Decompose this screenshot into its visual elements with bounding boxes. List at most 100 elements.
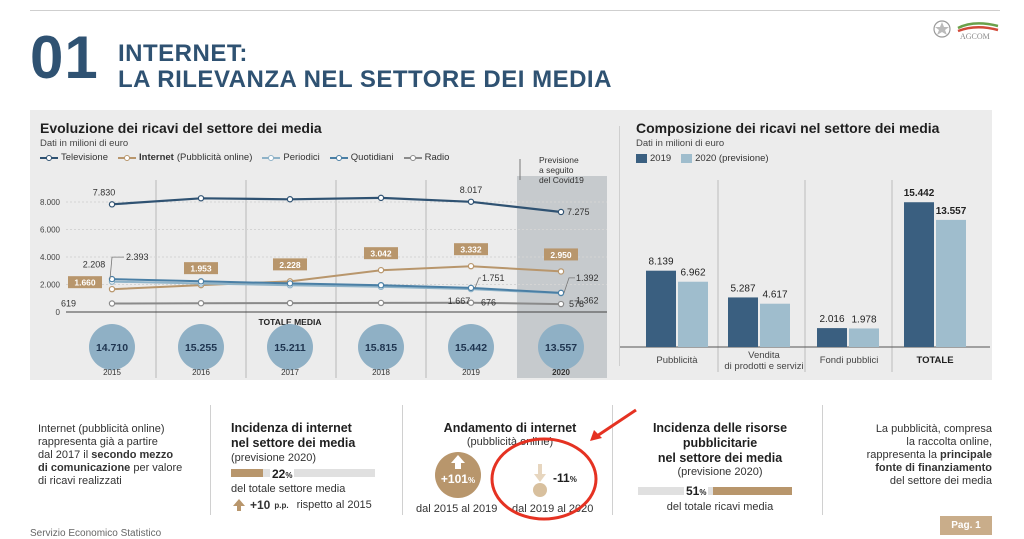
- value-label: 1.667: [448, 296, 471, 306]
- left-chart-legend: Televisione Internet (Pubblicità online)…: [40, 152, 449, 163]
- total-bubble: [267, 324, 313, 370]
- text-span: dal 2017 il: [38, 449, 92, 461]
- legend-label: Radio: [424, 152, 450, 163]
- ads-share-desc: del totale ricavi media: [666, 501, 774, 513]
- bottom-divider: [402, 405, 403, 515]
- leader-line: [563, 277, 575, 293]
- data-point: [467, 299, 475, 306]
- pct-number: 51: [686, 484, 700, 498]
- bar-value-label: 8.139: [648, 257, 673, 268]
- text-span: rappresenta la: [866, 449, 941, 461]
- total-value: 15.255: [185, 342, 217, 354]
- legend-label: 2020 (previsione): [695, 153, 769, 164]
- total-value: 15.442: [455, 342, 487, 354]
- bottom-divider: [210, 405, 211, 515]
- total-value: 13.557: [545, 342, 577, 354]
- leader-line: [109, 256, 124, 280]
- internet-rank-text: Internet (pubblicità online) rappresenta…: [38, 423, 208, 488]
- line-marker-icon: [118, 154, 136, 161]
- data-point: [467, 284, 475, 292]
- bar: [849, 328, 879, 347]
- x-tick-label: 2017: [281, 368, 299, 377]
- decline-badge: [533, 464, 547, 497]
- data-point: [557, 268, 565, 275]
- growth-desc: dal 2015 al 2019: [416, 503, 498, 515]
- title-line: Incidenza di internet: [231, 421, 352, 435]
- bar-category-label: Vendita: [748, 350, 780, 361]
- bar-value-label: 2.016: [819, 314, 844, 325]
- bar-value-label: 1.978: [851, 314, 876, 325]
- pct-number: 22: [272, 467, 286, 481]
- data-point: [108, 275, 116, 283]
- value-label: 1.660: [74, 278, 96, 288]
- pct-unit: %: [285, 471, 293, 480]
- arrow-up-icon: [451, 455, 465, 469]
- bar: [817, 328, 847, 347]
- data-point: [377, 266, 385, 274]
- legend-label: Internet: [139, 152, 174, 163]
- bar-category-label: di prodotti e servizi: [724, 361, 804, 372]
- data-point: [467, 198, 475, 205]
- legend-item-televisione: Televisione: [40, 152, 108, 163]
- text-line: rappresenta la principale: [830, 449, 992, 462]
- value-label-box: [273, 258, 307, 271]
- value-label: 3.332: [460, 245, 482, 255]
- total-bubble: [358, 324, 404, 370]
- internet-share-value: 22%: [270, 467, 295, 481]
- value-label-box: [68, 276, 102, 289]
- legend-item-radio: Radio: [403, 152, 450, 163]
- legend-swatch: [636, 154, 647, 163]
- bar: [728, 297, 758, 347]
- bar: [760, 303, 790, 347]
- data-point: [197, 278, 205, 285]
- logo-swoosh-red: [957, 26, 999, 33]
- ads-share-value: 51%: [684, 484, 709, 498]
- incidenza-risorse-title: Incidenza delle risorse pubblicitarie ne…: [620, 421, 820, 466]
- data-point: [377, 299, 385, 307]
- total-value: 14.710: [96, 342, 128, 354]
- text-line: di comunicazione per valore: [38, 462, 208, 475]
- x-tick-label: 2019: [462, 368, 480, 377]
- totale-media-label: TOTALE MEDIA: [259, 317, 322, 327]
- legend-label: Periodici: [283, 152, 320, 163]
- text-span: per valore: [130, 462, 183, 474]
- data-point: [557, 300, 565, 308]
- value-label-box: [184, 262, 218, 275]
- y-tick-label: 8.000: [40, 198, 61, 207]
- data-point: [286, 196, 294, 203]
- logo-text: AGCOM: [960, 32, 990, 41]
- value-label: 3.042: [370, 249, 392, 259]
- page-title-line2: LA RILEVANZA NEL SETTORE DEI MEDIA: [118, 66, 612, 93]
- data-point: [108, 285, 116, 293]
- title-line: nel settore dei media: [657, 451, 783, 465]
- series-line: [111, 278, 562, 294]
- growth-unit: %: [467, 476, 476, 485]
- y-tick-label: 2.000: [40, 281, 61, 290]
- arrow-up-icon: [233, 499, 245, 511]
- bar-value-label: 6.962: [680, 268, 705, 279]
- total-bubble: [538, 324, 584, 370]
- andamento-internet-title: Andamento di internet: [443, 421, 577, 435]
- data-point: [108, 201, 116, 208]
- data-point: [286, 280, 294, 287]
- line-marker-icon: [403, 154, 422, 161]
- red-annotation: [490, 408, 637, 521]
- bar-value-label: 15.442: [904, 188, 935, 199]
- incidenza-internet-sub: (previsione 2020): [231, 452, 316, 464]
- arrow-down-icon: [534, 464, 546, 482]
- series-line: [111, 196, 562, 214]
- leader-line: [474, 277, 481, 289]
- data-point: [108, 300, 116, 307]
- line-marker-icon: [329, 154, 348, 161]
- text-line: La pubblicità, compresa: [875, 423, 992, 435]
- arrow-head-icon: [590, 430, 602, 441]
- internet-share-track: [231, 469, 375, 477]
- bottom-divider: [822, 405, 823, 515]
- value-label: 7.275: [567, 207, 590, 217]
- data-point: [557, 208, 565, 216]
- decline-value: -11%: [553, 471, 577, 485]
- y-tick-label: 6.000: [40, 226, 61, 235]
- line-marker-icon: [262, 154, 281, 161]
- delta-unit: p.p.: [274, 500, 289, 510]
- legend-item-2019: 2019: [636, 153, 671, 164]
